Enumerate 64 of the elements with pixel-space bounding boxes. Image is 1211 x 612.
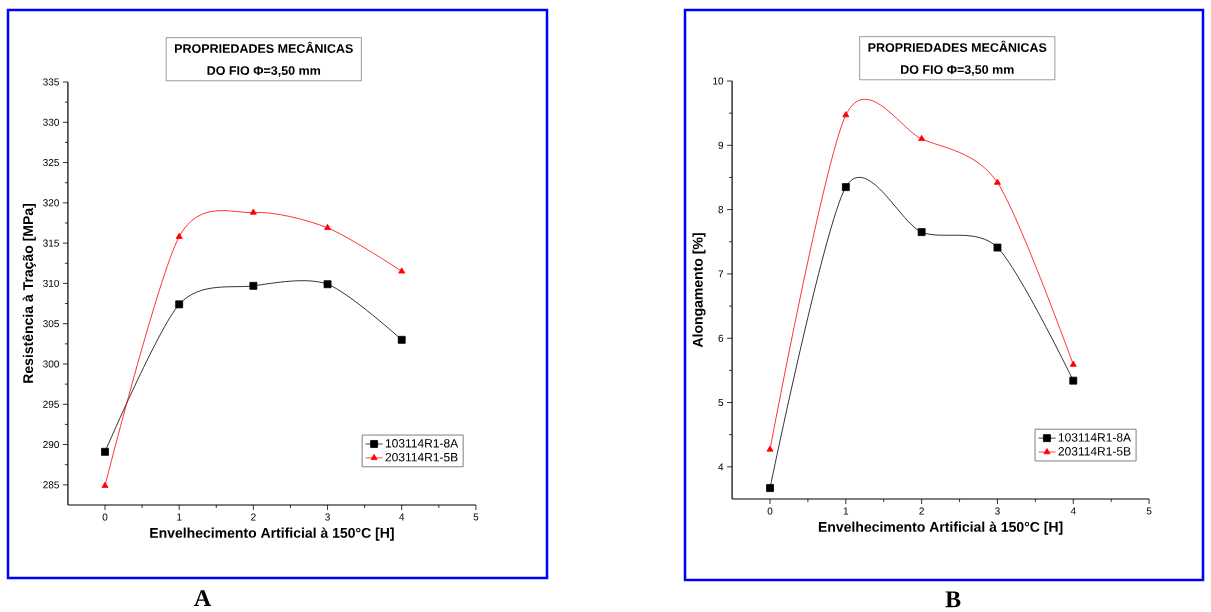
point: [323, 280, 332, 289]
x-tick-label: 5: [1146, 507, 1152, 515]
point: [993, 243, 1002, 252]
legend-label: 103114R1-8A: [385, 439, 459, 448]
point: [841, 183, 850, 191]
point: [101, 481, 109, 488]
point: [766, 484, 774, 492]
y-tick-label: 330: [43, 118, 59, 126]
y-axis-title: Resistência à Tração [MPa]: [22, 204, 36, 383]
x-tick-label: 3: [995, 507, 1000, 515]
point: [398, 267, 406, 274]
y-tick-label: 315: [43, 239, 59, 247]
point: [175, 300, 184, 309]
point: [324, 223, 331, 230]
y-tick-label: 295: [43, 400, 59, 408]
x-tick-label: 4: [1070, 507, 1076, 515]
point: [917, 228, 926, 237]
text: B: [945, 591, 961, 608]
x-tick-label: 5: [473, 513, 479, 521]
chart-title: PROPRIEDADES MECÂNICAS: [174, 41, 353, 53]
point: [766, 445, 774, 452]
x-tick-label: 2: [919, 507, 924, 515]
point: [249, 208, 257, 215]
y-tick-label: 290: [43, 441, 59, 449]
y-tick-label: 320: [43, 199, 59, 207]
x-axis-title: Envelhecimento Artificial à 150°C [H]: [818, 521, 1063, 535]
y-tick-label: 325: [43, 159, 59, 167]
point: [175, 232, 183, 239]
y-tick-label: 285: [43, 481, 59, 489]
point: [1069, 360, 1077, 367]
x-tick-label: 3: [325, 513, 330, 521]
point: [994, 178, 1001, 185]
y-axis-title: Alongamento [%]: [692, 233, 706, 348]
y-tick-label: 4: [718, 463, 724, 471]
y-tick-label: 7: [718, 270, 724, 278]
point: [842, 111, 850, 118]
x-tick-label: 2: [251, 513, 256, 521]
legend-label: 203114R1-5B: [1058, 447, 1131, 456]
text: A: [194, 590, 212, 606]
point: [918, 134, 926, 142]
legend-label: 203114R1-5B: [385, 452, 458, 462]
y-tick-label: 8: [718, 206, 724, 214]
y-tick-label: 305: [43, 320, 59, 328]
y-tick-label: 9: [718, 141, 724, 149]
y-tick-label: 10: [713, 77, 724, 85]
x-tick-label: 0: [102, 513, 108, 521]
x-tick-label: 1: [177, 513, 182, 521]
y-tick-label: 300: [43, 360, 59, 368]
y-tick-label: 310: [43, 279, 59, 287]
x-tick-label: 0: [767, 507, 773, 515]
y-tick-label: 335: [43, 78, 59, 86]
point: [101, 447, 109, 456]
chart-title: PROPRIEDADES MECÂNICAS: [868, 40, 1047, 52]
x-axis-title: Envelhecimento Artificial à 150°C [H]: [150, 527, 394, 541]
x-tick-label: 4: [399, 513, 405, 521]
chart-subtitle: DO FIO Φ=3,50 mm: [901, 65, 1014, 76]
point: [249, 281, 258, 290]
x-tick-label: 1: [843, 507, 849, 515]
legend-label: 103114R1-8A: [1058, 433, 1132, 442]
point: [1069, 376, 1078, 385]
chart-subtitle: DO FIO Φ=3,50 mm: [207, 66, 321, 77]
y-tick-label: 6: [718, 334, 724, 342]
point: [397, 335, 406, 344]
y-tick-label: 5: [718, 399, 724, 407]
